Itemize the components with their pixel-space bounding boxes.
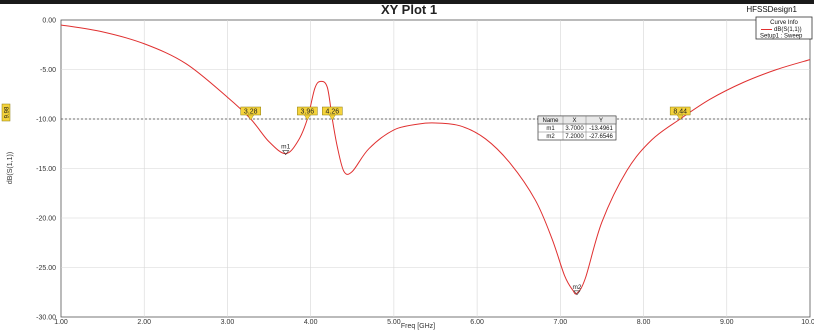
flag-pointer — [247, 114, 255, 121]
x-tick-label: 1.00 — [54, 319, 68, 326]
y-tick-labels: 0.00 -5.00 -10.00 -15.00 -20.00 -25.00 -30.00 — [36, 18, 56, 322]
y-tick-label: -5.00 — [40, 67, 56, 74]
plot-title: XY Plot 1 — [381, 2, 437, 17]
crossing-flag[interactable]: 3.28 — [240, 106, 261, 121]
y-tick-label: -10.00 — [36, 117, 56, 124]
y-tick-label: -30.00 — [36, 315, 56, 322]
marker-label: m2 — [572, 284, 581, 291]
legend-box — [755, 16, 813, 40]
x-tick-label: 10.00 — [801, 319, 814, 326]
crossing-flag[interactable]: 8.44 — [669, 106, 691, 121]
flag-label: 3.28 — [244, 109, 258, 116]
legend-series-name: dB(S(1,1)) — [774, 27, 802, 33]
marker-table-header: Name — [542, 118, 559, 124]
marker-table-cell: -13.4961 — [589, 126, 613, 132]
x-tick-label: 6.00 — [470, 319, 484, 326]
marker-label: m1 — [281, 144, 290, 151]
marker-m1[interactable]: m1 — [281, 144, 291, 156]
marker-triangle — [573, 290, 581, 296]
series-line-dbs11 — [60, 24, 811, 295]
crossing-flag[interactable]: 4.26 — [322, 106, 343, 121]
flag-pointer — [328, 114, 336, 121]
x-tick-label: 2.00 — [137, 319, 151, 326]
x-tick-label: 3.00 — [221, 319, 235, 326]
x-tick-label: 8.00 — [637, 319, 651, 326]
marker-flags: 3.28 3.96 4.26 8.44 — [240, 106, 691, 121]
x-tick-label: 7.00 — [554, 319, 568, 326]
y-marker-box[interactable] — [1, 103, 11, 122]
flag-pointer — [303, 114, 311, 121]
marker-table-cell: 3.7000 — [565, 126, 584, 132]
marker-table-cell: 7.2000 — [565, 134, 584, 140]
x-axis-label: Freq [GHz] — [401, 323, 435, 330]
legend-series-setup: Setup1 : Sweep — [760, 34, 803, 40]
y-tick-label: -15.00 — [36, 166, 56, 173]
legend[interactable]: Curve Info dB(S(1,1)) Setup1 : Sweep — [755, 16, 813, 40]
marker-table-header: X — [572, 118, 576, 124]
y-tick-label: -20.00 — [36, 216, 56, 223]
x-tick-label: 9.00 — [720, 319, 734, 326]
design-name: HFSSDesign1 — [746, 5, 797, 14]
top-strip — [0, 0, 814, 4]
marker-m2[interactable]: m2 — [572, 284, 582, 296]
y-axis-label: dB(S(1,1)) — [7, 152, 14, 184]
marker-triangle — [282, 150, 290, 156]
x-tick-labels: 1.00 2.00 3.00 4.00 5.00 6.00 7.00 8.00 9.00 10.0… — [54, 319, 814, 326]
x-tick-label: 5.00 — [387, 319, 401, 326]
marker-table-cell: m2 — [546, 134, 555, 140]
legend-header: Curve Info — [770, 20, 798, 26]
marker-table-header: Y — [599, 118, 603, 124]
crossing-flag[interactable]: 3.96 — [297, 106, 318, 121]
y-tick-label: -25.00 — [36, 265, 56, 272]
x-tick-label: 4.00 — [304, 319, 318, 326]
flag-pointer — [676, 114, 684, 121]
marker-table[interactable]: Name m1 m2 X 3.7000 7.2000 Y -13.4961 -27.6546 — [537, 115, 617, 141]
flag-label: 8.44 — [673, 109, 687, 116]
marker-table-cell: -27.6546 — [589, 134, 613, 140]
flag-label: 4.26 — [325, 109, 339, 116]
y-marker-value: 9.98 — [5, 106, 11, 118]
flag-label: 3.96 — [301, 109, 315, 116]
y-tick-label: 0.00 — [42, 18, 56, 25]
marker-table-cell: m1 — [546, 126, 555, 132]
markers: m1 m2 — [281, 144, 582, 296]
